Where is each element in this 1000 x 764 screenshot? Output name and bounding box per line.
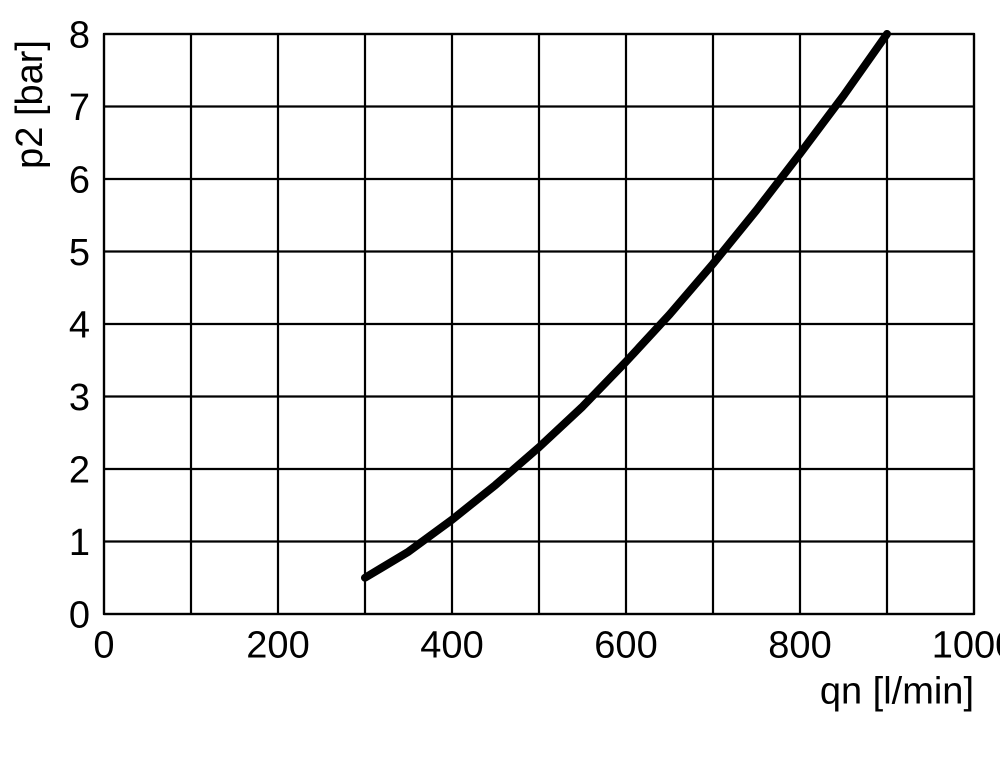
- y-tick-label: 0: [69, 594, 90, 636]
- y-axis-label: p2 [bar]: [9, 40, 51, 169]
- y-tick-label: 5: [69, 232, 90, 274]
- x-tick-label: 800: [768, 625, 831, 667]
- x-tick-label: 400: [420, 625, 483, 667]
- y-tick-label: 6: [69, 159, 90, 201]
- y-tick-label: 7: [69, 87, 90, 129]
- y-tick-label: 4: [69, 304, 90, 346]
- x-tick-label: 1000: [932, 625, 1000, 667]
- x-tick-label: 600: [594, 625, 657, 667]
- chart-background: [0, 0, 1000, 764]
- y-tick-label: 8: [69, 14, 90, 56]
- y-tick-label: 3: [69, 377, 90, 419]
- y-tick-label: 2: [69, 449, 90, 491]
- chart-svg: 0 200 400 600 800 1000 0 1 2 3 4 5 6 7 8 qn [l/min] p2 […: [0, 0, 1000, 764]
- x-tick-label: 0: [93, 625, 114, 667]
- x-axis-label: qn [l/min]: [820, 670, 974, 712]
- x-tick-label: 200: [246, 625, 309, 667]
- y-tick-label: 1: [69, 522, 90, 564]
- pressure-flow-chart: 0 200 400 600 800 1000 0 1 2 3 4 5 6 7 8 qn [l/min] p2 […: [0, 0, 1000, 764]
